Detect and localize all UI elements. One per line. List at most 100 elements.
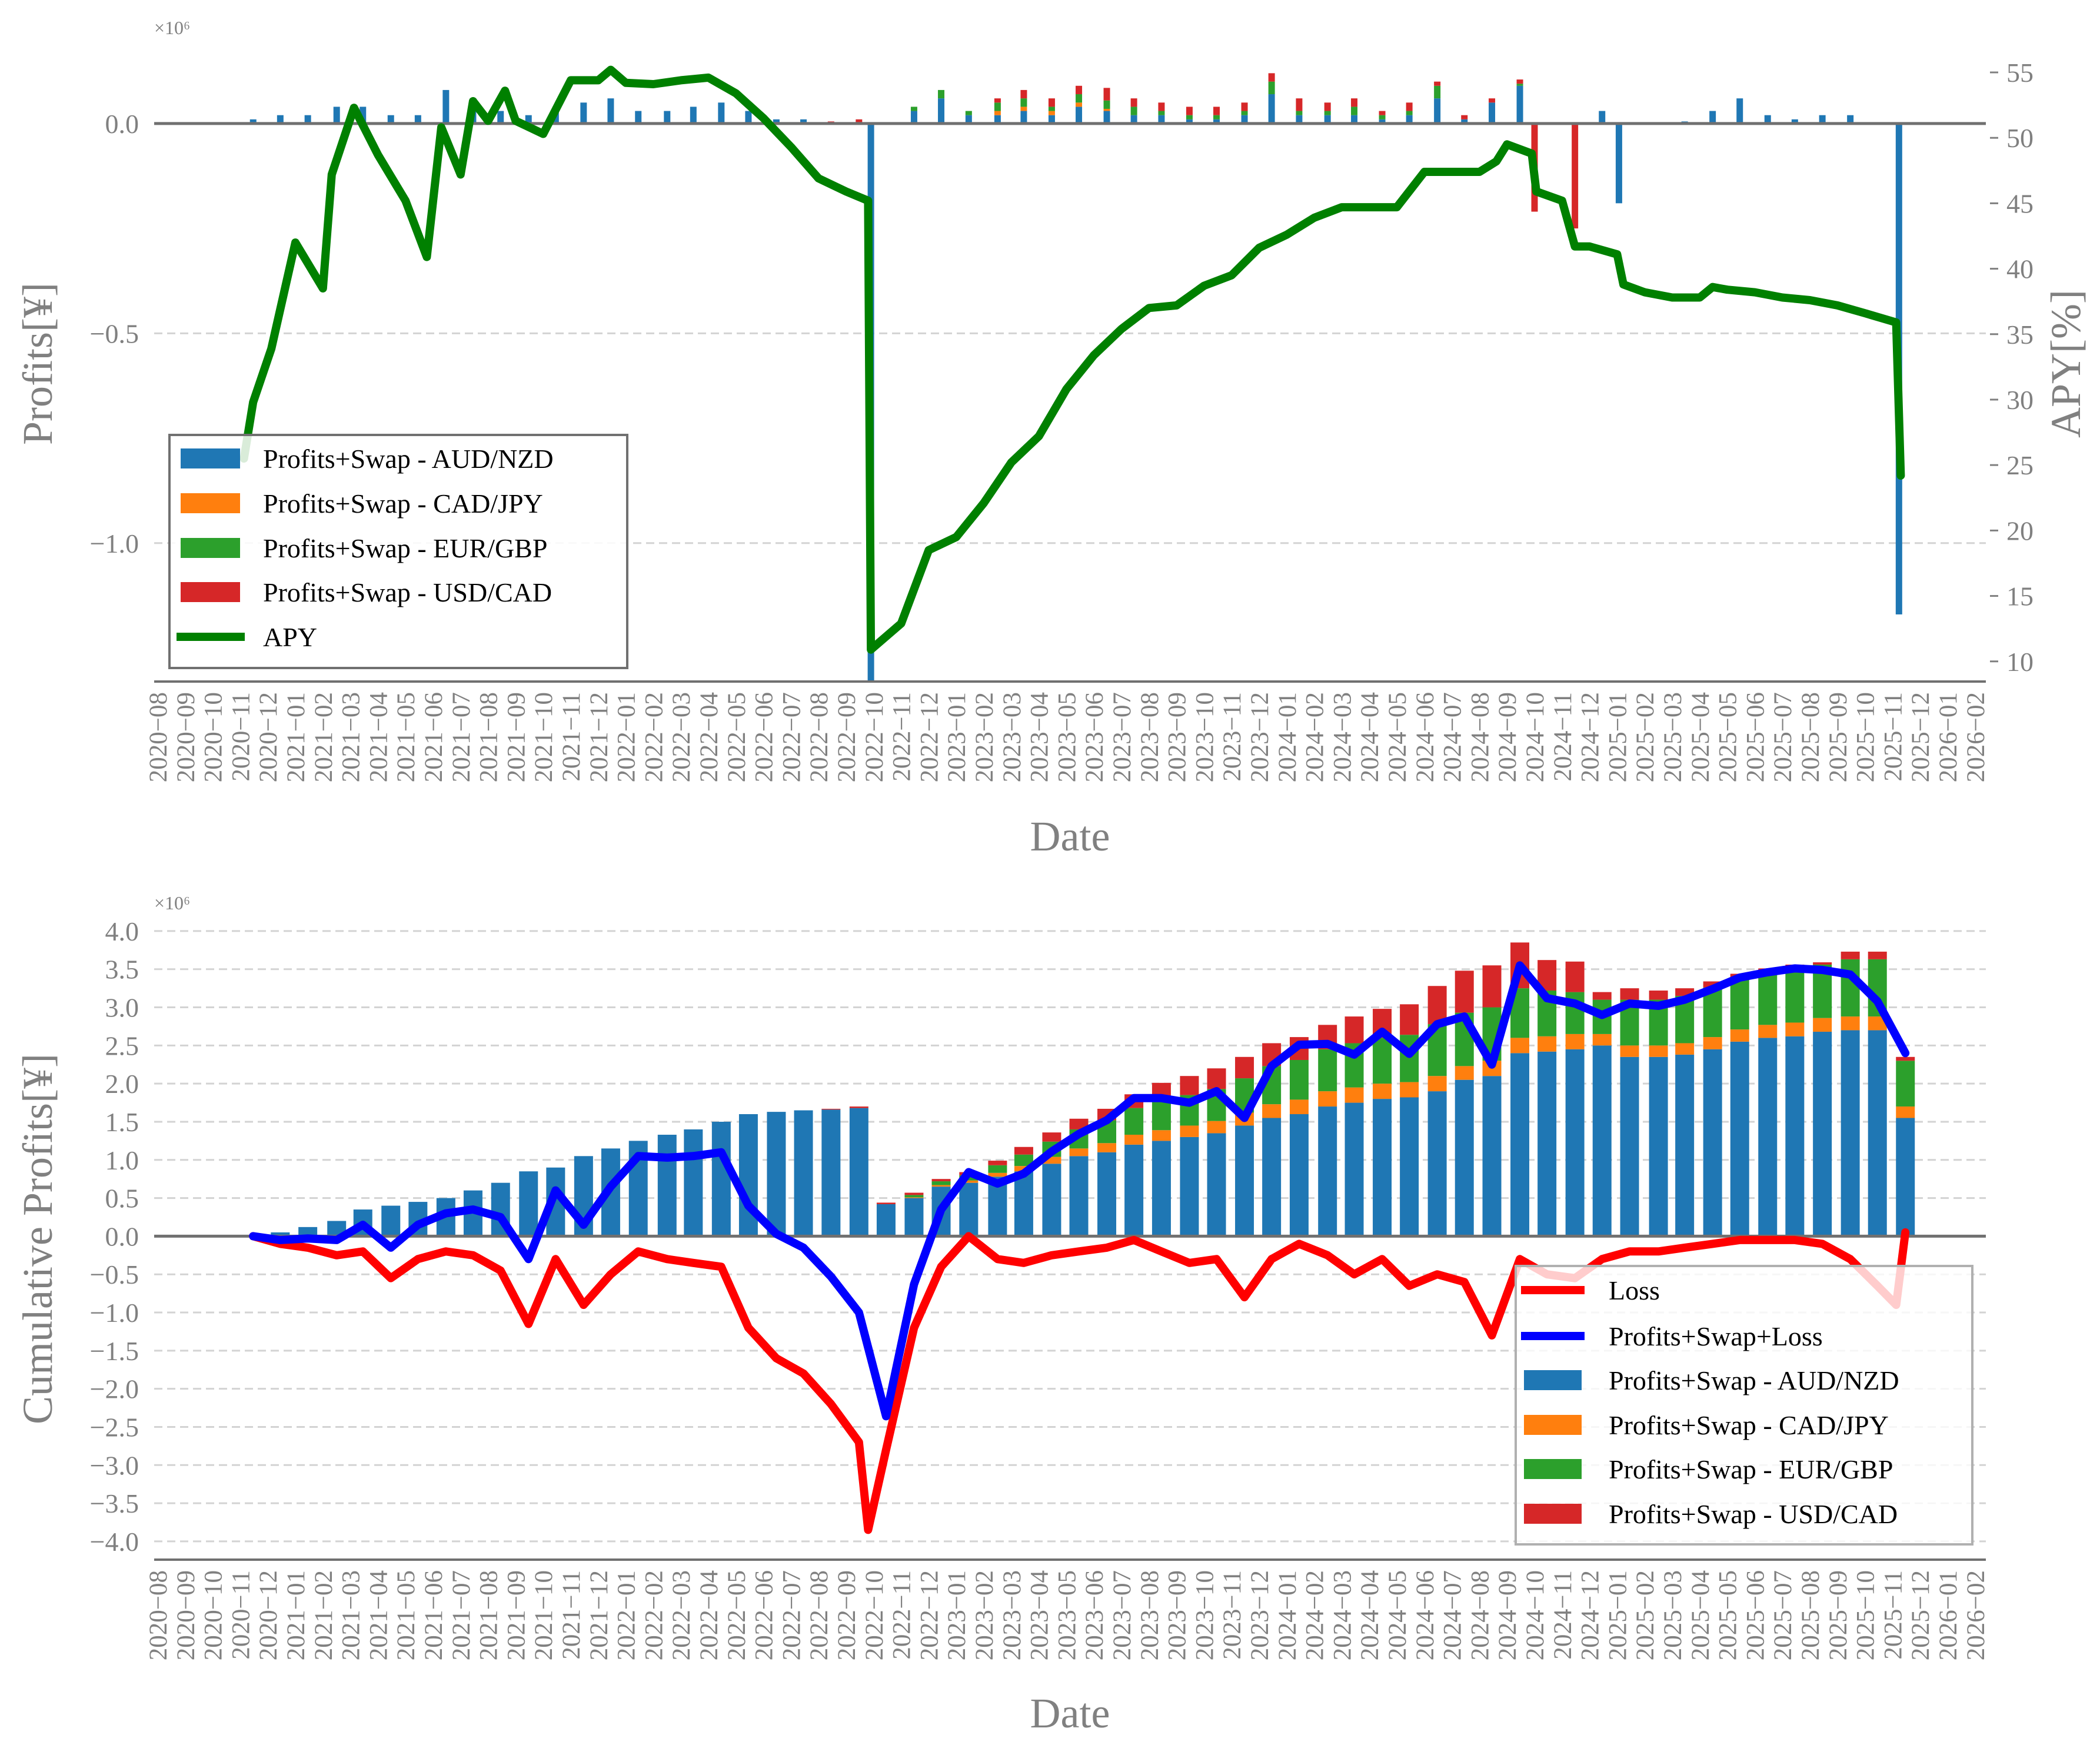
x-tick-label: 2023−06 bbox=[1081, 692, 1109, 782]
bar-usd-cad bbox=[1565, 961, 1585, 992]
x-tick-label: 2024−11 bbox=[1549, 692, 1577, 782]
bar-aud-nzd bbox=[1841, 1030, 1860, 1237]
bar-usd-cad bbox=[988, 1161, 1007, 1165]
x-tick-label: 2021−07 bbox=[448, 1570, 475, 1660]
x-tick-label: 2021−01 bbox=[282, 1570, 310, 1660]
bar-eur-gbp bbox=[1516, 84, 1523, 86]
legend-swatch-cad-jpy bbox=[1524, 1415, 1582, 1435]
x-tick-label: 2025−11 bbox=[1879, 692, 1907, 782]
y-tick-label: −1.0 bbox=[90, 1298, 139, 1328]
bar-aud-nzd bbox=[1235, 1125, 1254, 1237]
x-tick-label: 2024−07 bbox=[1439, 1570, 1467, 1660]
x-tick-label: 2023−08 bbox=[1136, 1570, 1164, 1660]
apy-line bbox=[239, 65, 1905, 654]
x-tick-label: 2022−11 bbox=[888, 1570, 916, 1660]
x-tick-label: 2022−10 bbox=[861, 692, 888, 782]
x-axis-label: Date bbox=[1030, 1690, 1110, 1737]
x-tick-label: 2024−02 bbox=[1302, 692, 1329, 782]
legend-label-cad-jpy: Profits+Swap - CAD/JPY bbox=[263, 488, 543, 519]
y-offset-text: ×10⁶ bbox=[154, 17, 190, 38]
bar-aud-nzd bbox=[664, 111, 671, 124]
bar-aud-nzd bbox=[1213, 119, 1220, 124]
bar-aud-nzd bbox=[821, 1109, 841, 1237]
bar-usd-cad bbox=[994, 98, 1001, 103]
bar-usd-cad bbox=[1020, 89, 1027, 99]
bar-usd-cad bbox=[1406, 102, 1413, 111]
x-tick-label: 2023−01 bbox=[943, 692, 971, 782]
bar-aud-nzd bbox=[745, 111, 752, 124]
bottom-chart-cumulative-profits: 4.0 3.5 3.0 2.5 2.0 1.5 1.0 0.5 0.0 −0.5 −1.0 −1.5 −… bbox=[14, 892, 1990, 1737]
bar-usd-cad bbox=[1434, 81, 1441, 86]
bar-usd-cad bbox=[1130, 98, 1137, 107]
y-axis-label: Cumulative Profits[¥] bbox=[14, 1054, 61, 1424]
bar-usd-cad bbox=[1620, 988, 1639, 1000]
x-tick-label: 2026−01 bbox=[1935, 1570, 1962, 1660]
x-tick-label: 2025−03 bbox=[1659, 1570, 1687, 1660]
bar-usd-cad bbox=[1841, 951, 1860, 959]
bar-cad-jpy bbox=[1020, 107, 1027, 111]
legend-label-loss: Loss bbox=[1609, 1275, 1660, 1305]
x-tick-label: 2022−12 bbox=[916, 692, 943, 782]
bar-usd-cad bbox=[1048, 98, 1055, 107]
bar-eur-gbp bbox=[1076, 94, 1083, 103]
bar-aud-nzd bbox=[1847, 115, 1854, 124]
bar-eur-gbp bbox=[1841, 959, 1860, 1017]
bar-aud-nzd bbox=[1296, 115, 1303, 124]
y2-tick-label: 55 bbox=[2006, 58, 2034, 88]
x-tick-label: 2021−06 bbox=[420, 692, 448, 782]
x-tick-label: 2025−10 bbox=[1852, 692, 1880, 782]
bar-aud-nzd bbox=[1599, 111, 1606, 124]
bar-usd-cad bbox=[1076, 85, 1083, 95]
y2-axis-label: APY[%] bbox=[2042, 290, 2089, 438]
bar-aud-nzd bbox=[1289, 1114, 1309, 1237]
bar-usd-cad bbox=[1180, 1076, 1199, 1095]
x-tick-label: 2023−10 bbox=[1191, 692, 1219, 782]
x-tick-label: 2023−09 bbox=[1164, 1570, 1192, 1660]
bar-cad-jpy bbox=[1649, 1045, 1668, 1057]
y-tick-label: −4.0 bbox=[90, 1527, 139, 1557]
x-tick-label: 2025−02 bbox=[1632, 1570, 1659, 1660]
bar-usd-cad bbox=[904, 1192, 924, 1195]
x-tick-label: 2022−09 bbox=[833, 692, 861, 782]
x-tick-label: 2021−03 bbox=[338, 692, 365, 782]
bar-aud-nzd bbox=[360, 107, 367, 124]
bar-aud-nzd bbox=[1736, 98, 1743, 124]
x-tick-label: 2024−03 bbox=[1329, 692, 1356, 782]
x-tick-label: 2024−04 bbox=[1356, 692, 1384, 782]
x-tick-label: 2024−11 bbox=[1549, 1570, 1577, 1660]
bar-usd-cad bbox=[1207, 1068, 1226, 1089]
bar-cad-jpy bbox=[904, 1197, 924, 1198]
x-tick-label: 2023−06 bbox=[1081, 1570, 1109, 1660]
bar-usd-cad bbox=[1186, 107, 1193, 115]
bar-aud-nzd bbox=[497, 111, 504, 124]
x-tick-label: 2022−03 bbox=[668, 1570, 695, 1660]
bar-cad-jpy bbox=[1813, 1018, 1832, 1032]
y-tick-label: 0.5 bbox=[105, 1184, 139, 1214]
legend-swatch-usd-cad bbox=[1524, 1504, 1582, 1524]
x-tick-label: 2021−04 bbox=[365, 1570, 392, 1660]
bar-aud-nzd bbox=[1379, 119, 1386, 124]
bar-cad-jpy bbox=[1868, 1016, 1887, 1031]
bar-cad-jpy bbox=[1758, 1025, 1778, 1038]
y-axis-label: Profits[¥] bbox=[14, 283, 61, 445]
bar-cad-jpy bbox=[1042, 1157, 1061, 1164]
x-tick-label: 2023−02 bbox=[971, 1570, 999, 1660]
bar-cad-jpy bbox=[1841, 1016, 1860, 1031]
x-tick-label: 2025−04 bbox=[1687, 692, 1715, 782]
bar-usd-cad bbox=[1235, 1056, 1254, 1079]
legend-swatch-eur-gbp bbox=[1524, 1459, 1582, 1479]
bar-aud-nzd bbox=[1373, 1099, 1392, 1237]
x-tick-label: 2025−07 bbox=[1769, 692, 1797, 782]
y-tick-label: 4.0 bbox=[105, 916, 139, 946]
bar-eur-gbp bbox=[965, 111, 972, 115]
legend-swatch-aud-nzd bbox=[1524, 1370, 1582, 1390]
y2-tick-label: 35 bbox=[2006, 320, 2034, 350]
bar-aud-nzd bbox=[1703, 1049, 1722, 1237]
bar-aud-nzd bbox=[1620, 1056, 1639, 1237]
bar-usd-cad bbox=[1103, 88, 1110, 101]
bar-cad-jpy bbox=[1675, 1043, 1695, 1055]
bar-usd-cad bbox=[1455, 971, 1474, 1013]
bar-eur-gbp bbox=[1730, 977, 1749, 1030]
x-tick-label: 2024−07 bbox=[1439, 692, 1467, 782]
